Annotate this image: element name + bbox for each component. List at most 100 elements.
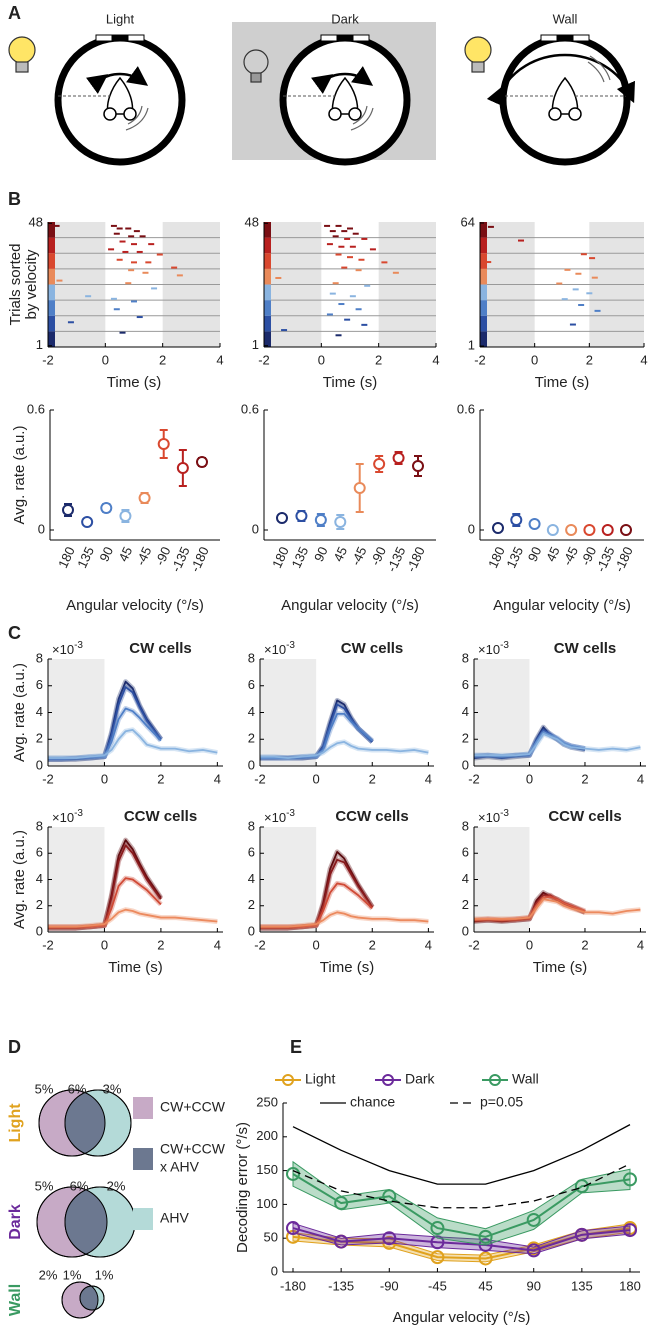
spike bbox=[133, 230, 140, 233]
velocity-bin bbox=[480, 331, 487, 347]
y-tick-label: 0.6 bbox=[241, 401, 259, 416]
x-tick-label: 90 bbox=[526, 1278, 540, 1293]
spike bbox=[326, 243, 333, 246]
point bbox=[430, 1235, 445, 1250]
spike bbox=[332, 235, 339, 238]
y-tick-label: 0.6 bbox=[27, 401, 45, 416]
x-tick-label: 4 bbox=[425, 937, 432, 952]
x-tick-label: 0 bbox=[101, 937, 108, 952]
legend-marker bbox=[282, 1074, 294, 1086]
x-tick-label: -2 bbox=[258, 352, 270, 367]
condition-label: Dark bbox=[331, 11, 359, 26]
spike bbox=[344, 237, 351, 240]
point bbox=[286, 1166, 300, 1181]
legend-label: Light bbox=[305, 1071, 335, 1087]
spike bbox=[485, 261, 492, 264]
spike bbox=[575, 272, 582, 275]
spike bbox=[110, 297, 117, 300]
y-tick-label: 0.6 bbox=[457, 401, 475, 416]
velocity-bin bbox=[264, 300, 271, 316]
x-tick-label: 0 bbox=[313, 937, 320, 952]
y-tick-label: 2 bbox=[36, 731, 43, 746]
y-tick-label: 0 bbox=[36, 757, 43, 772]
venn-percent: 6% bbox=[68, 1081, 87, 1096]
x-tick-label: 4 bbox=[425, 771, 432, 786]
panel-title: CCW cells bbox=[335, 808, 408, 825]
x-tick-label: 4 bbox=[214, 771, 221, 786]
venn-row-label: Dark bbox=[7, 1204, 24, 1240]
point bbox=[81, 516, 94, 528]
multiplier-exponent: -3 bbox=[286, 640, 295, 651]
multiplier-base: ×10 bbox=[264, 642, 286, 657]
y-tick-label: 2 bbox=[248, 897, 255, 912]
y-tick-label: 6 bbox=[36, 845, 43, 860]
multiplier-base: ×10 bbox=[478, 810, 500, 825]
point bbox=[601, 524, 614, 536]
spike bbox=[136, 250, 143, 253]
spike bbox=[131, 243, 137, 246]
x-tick-label: 2 bbox=[157, 937, 164, 952]
velocity-bin bbox=[264, 237, 271, 254]
shaded-period bbox=[260, 659, 317, 766]
x-axis-label: Angular velocity (°/s) bbox=[493, 597, 631, 614]
x-tick-label: -45 bbox=[559, 544, 581, 567]
axis-multiplier: ×10-3 bbox=[264, 808, 295, 826]
velocity-bin bbox=[48, 237, 55, 254]
y-axis-label: Avg. rate (a.u.) bbox=[11, 830, 28, 929]
x-tick-label: 4 bbox=[432, 352, 439, 367]
panel-label: C bbox=[8, 623, 21, 643]
velocity-bin bbox=[480, 284, 487, 301]
series-line bbox=[260, 741, 429, 759]
x-tick-label: -2 bbox=[254, 937, 266, 952]
shaded-period bbox=[48, 659, 105, 766]
point bbox=[276, 512, 288, 524]
y-tick-label: 0 bbox=[248, 757, 255, 772]
point bbox=[286, 1221, 300, 1236]
point bbox=[620, 524, 632, 536]
x-tick-label: -2 bbox=[254, 771, 266, 786]
y-tick-label: 0 bbox=[271, 1263, 278, 1278]
spike bbox=[355, 308, 362, 311]
spike bbox=[361, 237, 368, 240]
y-tick-label: 250 bbox=[256, 1094, 278, 1109]
x-tick-label: -90 bbox=[578, 544, 600, 567]
x-axis-label: Time (s) bbox=[533, 959, 587, 976]
spike bbox=[116, 258, 123, 261]
x-axis-label: Time (s) bbox=[320, 959, 374, 976]
venn-percent: 1% bbox=[63, 1267, 82, 1282]
y-axis-label: Avg. rate (a.u.) bbox=[11, 426, 28, 525]
x-tick-label: -2 bbox=[42, 937, 54, 952]
velocity-bin bbox=[264, 284, 271, 301]
spike bbox=[364, 284, 371, 287]
velocity-bin bbox=[480, 222, 487, 238]
venn-percent: 2% bbox=[107, 1178, 126, 1193]
point bbox=[430, 1221, 445, 1236]
spike bbox=[125, 282, 132, 285]
spike bbox=[564, 268, 571, 271]
multiplier-base: ×10 bbox=[478, 642, 500, 657]
series-line bbox=[473, 895, 586, 922]
error-band bbox=[292, 1160, 631, 1246]
y-tick-label: 100 bbox=[256, 1196, 278, 1211]
spike bbox=[324, 224, 331, 227]
x-tick-label: 2 bbox=[369, 771, 376, 786]
y-axis-label: Trials sorted bbox=[7, 244, 24, 326]
spike bbox=[381, 261, 388, 264]
spike bbox=[361, 323, 368, 326]
spike bbox=[131, 300, 137, 303]
series-line bbox=[48, 844, 162, 929]
x-tick-label: -180 bbox=[187, 544, 212, 574]
spike bbox=[487, 225, 494, 228]
multiplier-exponent: -3 bbox=[74, 640, 83, 651]
legend-marker bbox=[489, 1074, 501, 1086]
y-tick-label: 2 bbox=[36, 897, 43, 912]
y-tick-label: 0 bbox=[462, 757, 469, 772]
velocity-bin bbox=[264, 268, 271, 285]
x-tick-label: -45 bbox=[348, 544, 370, 567]
x-tick-label: 0 bbox=[318, 352, 325, 367]
velocity-bin bbox=[480, 253, 487, 269]
y-tick-label: 4 bbox=[248, 704, 255, 719]
point bbox=[478, 1251, 493, 1266]
shaded-period bbox=[474, 659, 530, 766]
venn-percent: 2% bbox=[39, 1267, 58, 1282]
